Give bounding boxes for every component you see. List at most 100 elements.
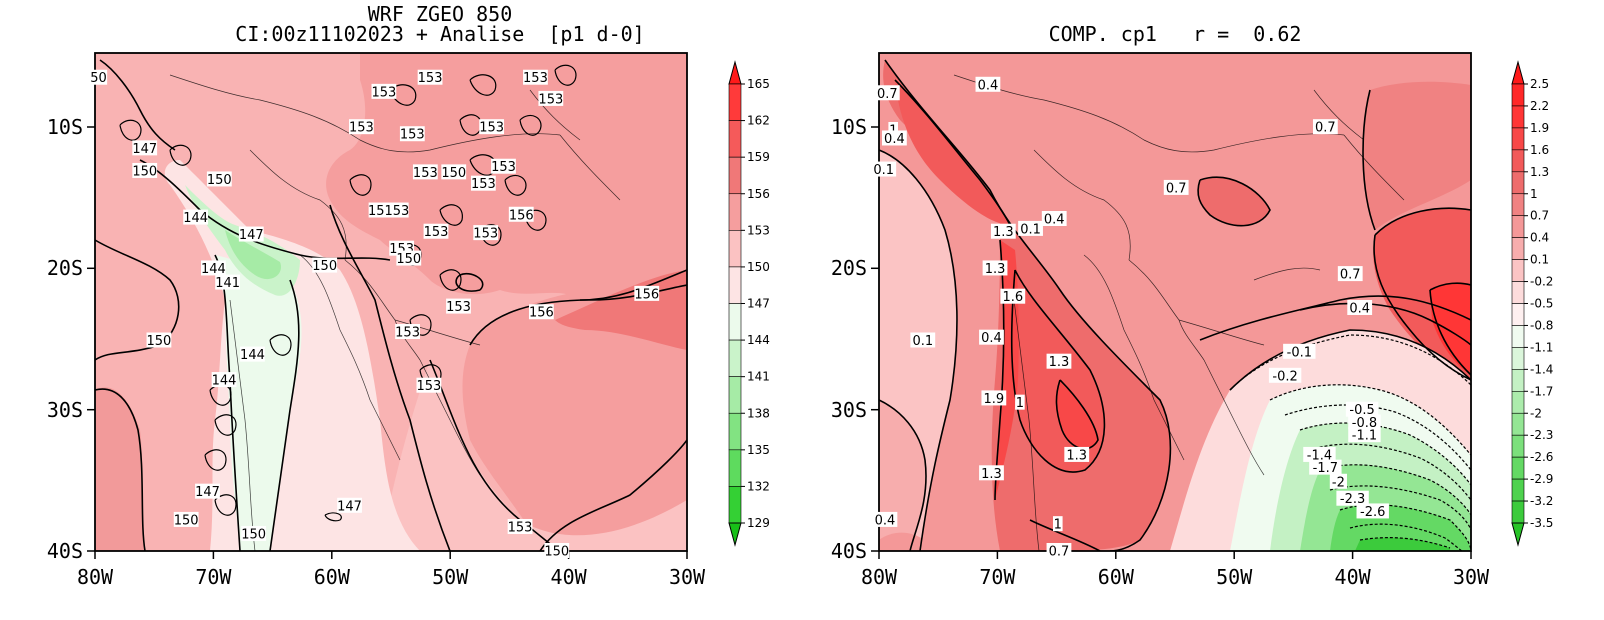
colorbar-segment (1511, 347, 1525, 370)
contour-label-bg (1337, 266, 1363, 282)
contour-label-bg (1046, 353, 1072, 369)
panel1-map (95, 53, 687, 551)
panel2-map (879, 53, 1471, 551)
colorbar-label: 144 (747, 333, 770, 347)
contour-label: 1 (1054, 518, 1062, 533)
contour-label: 150 (441, 166, 466, 181)
contour-label-bg (1041, 211, 1067, 226)
contour-label-bg (538, 90, 564, 106)
contour-label: 0.4 (875, 513, 896, 528)
panel2-x-tick: 60W (1098, 565, 1135, 589)
contour-label: -0.1 (1287, 345, 1312, 360)
contour-label: 153 (508, 520, 533, 535)
colorbar-segment (1511, 215, 1525, 238)
contour-label-bg (371, 83, 397, 99)
contour-label-bg (312, 257, 338, 273)
colorbar-segment (1511, 171, 1525, 195)
contour-label-bg (183, 209, 209, 225)
colorbar-segment (1511, 325, 1525, 348)
contour-label-bg (975, 76, 1001, 92)
contour-label: 147 (239, 228, 264, 243)
colorbar-label: 0.1 (1530, 253, 1549, 267)
contour-label-bg (910, 332, 936, 348)
contour-label: 153 (538, 92, 563, 107)
colorbar-segment (728, 266, 742, 304)
colorbar-segment (1511, 105, 1525, 129)
contour-label: 1.3 (993, 225, 1014, 240)
contour-label: 1.6 (1002, 290, 1023, 305)
contour-label: 150 (312, 259, 337, 274)
panel1-y-tick: 10S (47, 115, 83, 139)
contour-label-bg (1336, 490, 1369, 506)
colorbar-segment (728, 156, 742, 195)
colorbar-segment (728, 412, 742, 451)
contour-label-bg (1356, 503, 1389, 519)
contour-label-bg (446, 298, 471, 314)
contour-label-bg (1052, 516, 1063, 532)
contour-label-bg (1348, 427, 1381, 443)
contour-label: 0.7 (1049, 545, 1070, 560)
contour-label-bg (470, 175, 496, 191)
panel1-y-tick: 30S (47, 398, 83, 422)
contour-label-bg (1348, 414, 1381, 430)
contour-label: -2.6 (1360, 505, 1385, 520)
contour-label: 0.1 (873, 163, 894, 178)
panel2-axes: 80W 70W 60W 50W 40W 30W 10S 20S 30S 40S (831, 52, 1490, 589)
contour-label: 141 (215, 276, 240, 291)
colorbar-segment (728, 449, 742, 487)
colorbar-label: -2 (1530, 406, 1542, 420)
colorbar-label: -0.5 (1530, 297, 1553, 311)
contour-label: 153 (371, 85, 396, 100)
contour-label: 144 (183, 211, 208, 226)
contour-label-bg (132, 162, 158, 178)
colorbar-max-arrow (1511, 60, 1525, 85)
contour-label-bg (508, 206, 534, 222)
contour-label: 50 (90, 71, 107, 86)
contour-label: 153 (395, 326, 420, 341)
colorbar-segment (1511, 149, 1525, 173)
colorbar-label: 153 (747, 223, 770, 237)
contour-label-bg (1345, 401, 1379, 417)
contour-label: 150 (396, 252, 421, 267)
contour-label: 153 (400, 128, 425, 143)
colorbar-label: -0.8 (1530, 318, 1553, 332)
panel1-x-tick: 70W (195, 565, 232, 589)
colorbar-label: 138 (747, 406, 770, 420)
contour-label: 153 (479, 121, 504, 136)
contour-label-bg (241, 526, 267, 542)
panel2-title: COMP. cp1 r = 0.62 (1048, 22, 1302, 46)
contour-label-bg (473, 225, 499, 241)
panel1-x-tick: 80W (77, 565, 114, 589)
contour-label: 0.4 (981, 331, 1002, 346)
contour-label-bg (981, 390, 1007, 406)
contour-label: -2 (1332, 475, 1345, 490)
contour-label: 0.7 (1315, 121, 1336, 136)
contour-label: 0.1 (912, 334, 933, 349)
panel1-x-tick: 40W (551, 565, 588, 589)
colorbar-segment (1511, 478, 1525, 502)
contour-label-bg (507, 518, 533, 534)
contour-label: 147 (195, 485, 220, 500)
contour-label: 147 (337, 499, 362, 514)
contour-label: 1.3 (1066, 448, 1087, 463)
contour-label-bg (990, 223, 1016, 239)
contour-label-bg (368, 202, 409, 218)
contour-label: 0.7 (1166, 181, 1187, 196)
contour-label: 0.4 (1349, 302, 1370, 317)
colorbar-segment (1511, 127, 1525, 151)
contour-label: 153 (471, 177, 496, 192)
contour-label-bg (211, 372, 237, 388)
contour-label-bg (206, 171, 232, 187)
colorbar-segment (728, 303, 742, 341)
contour-label-bg (1303, 446, 1336, 462)
panel1-axes: 80W 70W 60W 50W 40W 30W 10S 20S 30S 40S (47, 52, 706, 589)
contour-label-bg (416, 377, 442, 393)
contour-label: 156 (529, 306, 554, 321)
panel2-y-tick: 30S (831, 398, 867, 422)
contour-label: 1.3 (1049, 355, 1070, 370)
colorbar-label: -1.7 (1530, 384, 1553, 398)
colorbar-segment (728, 230, 742, 268)
contour-label-bg (1268, 367, 1302, 383)
contour-label: 150 (241, 528, 266, 543)
